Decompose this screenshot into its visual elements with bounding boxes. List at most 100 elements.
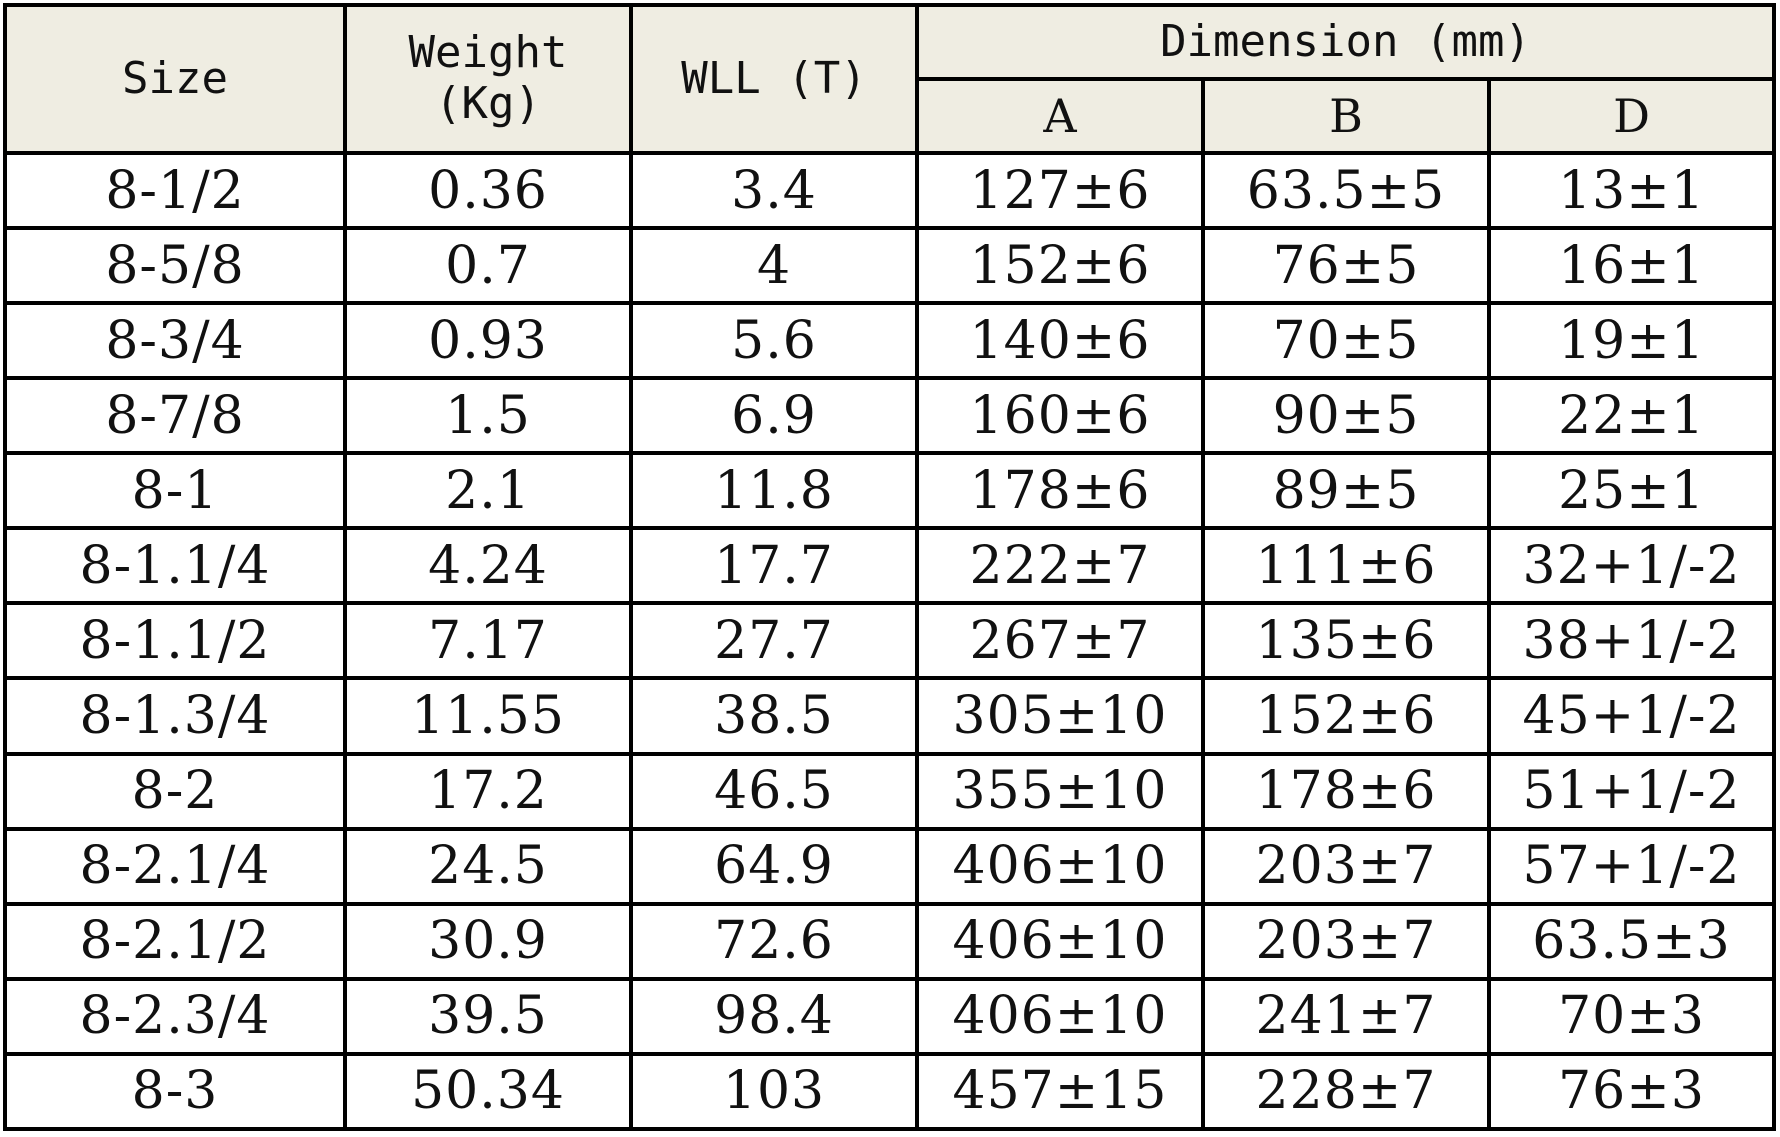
table-row: 8-1.3/4 11.55 38.5 305±10 152±6 45+1/-2 (3, 676, 1777, 756)
cell-wll: 27.7 (629, 601, 919, 681)
cell-b: 178±6 (1201, 751, 1491, 831)
cell-a: 152±6 (915, 226, 1205, 306)
header-dimension: Dimension (mm) (914, 3, 1777, 81)
header-weight: Weight (Kg) (343, 3, 633, 155)
header-weight-label: Weight (408, 27, 568, 79)
table-row: 8-2 17.2 46.5 355±10 178±6 51+1/-2 (3, 751, 1777, 831)
cell-a: 140±6 (915, 301, 1205, 381)
cell-weight: 11.55 (343, 676, 633, 756)
cell-wll: 98.4 (629, 976, 919, 1056)
header-weight-unit: (Kg) (435, 78, 541, 129)
cell-weight: 0.36 (343, 150, 633, 231)
cell-weight: 0.7 (343, 226, 633, 306)
cell-wll: 103 (629, 1051, 919, 1132)
table-row: 8-1.1/4 4.24 17.7 222±7 111±6 32+1/-2 (3, 526, 1777, 606)
cell-d: 19±1 (1486, 301, 1777, 381)
cell-b: 135±6 (1201, 601, 1491, 681)
cell-size: 8-2.1/2 (3, 901, 347, 981)
cell-wll: 11.8 (629, 451, 919, 531)
cell-wll: 3.4 (629, 150, 919, 231)
cell-wll: 4 (629, 226, 919, 306)
table-row: 8-3 50.34 103 457±15 228±7 76±3 (3, 1051, 1777, 1132)
cell-size: 8-3 (3, 1051, 347, 1132)
header-dimension-d: D (1486, 77, 1777, 155)
cell-a: 178±6 (915, 451, 1205, 531)
header-dimension-a: A (915, 77, 1205, 155)
cell-d: 57+1/-2 (1486, 826, 1777, 906)
cell-a: 127±6 (915, 150, 1205, 231)
cell-wll: 46.5 (629, 751, 919, 831)
cell-b: 152±6 (1201, 676, 1491, 756)
cell-d: 51+1/-2 (1486, 751, 1777, 831)
cell-b: 241±7 (1201, 976, 1491, 1056)
table-row: 8-7/8 1.5 6.9 160±6 90±5 22±1 (3, 376, 1777, 456)
header-size: Size (3, 3, 347, 155)
cell-d: 32+1/-2 (1486, 526, 1777, 606)
cell-b: 203±7 (1201, 826, 1491, 906)
cell-b: 203±7 (1201, 901, 1491, 981)
cell-b: 63.5±5 (1201, 150, 1491, 231)
cell-d: 76±3 (1486, 1051, 1777, 1132)
cell-weight: 7.17 (343, 601, 633, 681)
table-body: 8-1/2 0.36 3.4 127±6 63.5±5 13±1 8-5/8 0.7 4 152±… (3, 150, 1777, 1132)
cell-b: 90±5 (1201, 376, 1491, 456)
cell-a: 406±10 (915, 826, 1205, 906)
cell-size: 8-5/8 (3, 226, 347, 306)
cell-size: 8-7/8 (3, 376, 347, 456)
table-header: Size Weight (Kg) WLL (T) Dimension (mm) … (3, 3, 1777, 155)
cell-b: 89±5 (1201, 451, 1491, 531)
cell-d: 22±1 (1486, 376, 1777, 456)
table-row: 8-2.1/2 30.9 72.6 406±10 203±7 63.5±3 (3, 901, 1777, 981)
cell-size: 8-2.1/4 (3, 826, 347, 906)
cell-weight: 50.34 (343, 1051, 633, 1132)
cell-weight: 0.93 (343, 301, 633, 381)
cell-d: 70±3 (1486, 976, 1777, 1056)
header-row-sub: A B D (5, 77, 1777, 155)
cell-size: 8-1.1/4 (3, 526, 347, 606)
cell-size: 8-1.3/4 (3, 676, 347, 756)
table-row: 8-1/2 0.36 3.4 127±6 63.5±5 13±1 (3, 150, 1777, 231)
cell-weight: 24.5 (343, 826, 633, 906)
cell-weight: 1.5 (343, 376, 633, 456)
cell-a: 222±7 (915, 526, 1205, 606)
cell-b: 111±6 (1201, 526, 1491, 606)
cell-a: 457±15 (915, 1051, 1205, 1132)
cell-wll: 5.6 (629, 301, 919, 381)
cell-d: 45+1/-2 (1486, 676, 1777, 756)
cell-size: 8-1 (3, 451, 347, 531)
cell-size: 8-2.3/4 (3, 976, 347, 1056)
table-row: 8-5/8 0.7 4 152±6 76±5 16±1 (3, 226, 1777, 306)
table-row: 8-3/4 0.93 5.6 140±6 70±5 19±1 (3, 301, 1777, 381)
table-row: 8-1 2.1 11.8 178±6 89±5 25±1 (3, 451, 1777, 531)
cell-wll: 72.6 (629, 901, 919, 981)
cell-wll: 17.7 (629, 526, 919, 606)
cell-size: 8-2 (3, 751, 347, 831)
cell-size: 8-3/4 (3, 301, 347, 381)
cell-d: 16±1 (1486, 226, 1777, 306)
cell-size: 8-1/2 (3, 150, 347, 231)
cell-weight: 17.2 (343, 751, 633, 831)
header-dimension-b: B (1201, 77, 1491, 155)
table-row: 8-2.1/4 24.5 64.9 406±10 203±7 57+1/-2 (3, 826, 1777, 906)
header-row-top: Size Weight (Kg) WLL (T) Dimension (mm) (3, 3, 1777, 155)
specification-table: Size Weight (Kg) WLL (T) Dimension (mm) … (3, 3, 1777, 1132)
cell-a: 267±7 (915, 601, 1205, 681)
cell-weight: 39.5 (343, 976, 633, 1056)
table-row: 8-2.3/4 39.5 98.4 406±10 241±7 70±3 (3, 976, 1777, 1056)
cell-d: 63.5±3 (1486, 901, 1777, 981)
cell-size: 8-1.1/2 (3, 601, 347, 681)
cell-a: 160±6 (915, 376, 1205, 456)
cell-wll: 64.9 (629, 826, 919, 906)
cell-d: 38+1/-2 (1486, 601, 1777, 681)
table-row: 8-1.1/2 7.17 27.7 267±7 135±6 38+1/-2 (3, 601, 1777, 681)
cell-d: 13±1 (1486, 150, 1777, 231)
cell-a: 406±10 (915, 901, 1205, 981)
cell-b: 76±5 (1201, 226, 1491, 306)
cell-weight: 2.1 (343, 451, 633, 531)
cell-b: 70±5 (1201, 301, 1491, 381)
cell-wll: 38.5 (629, 676, 919, 756)
header-wll: WLL (T) (629, 3, 919, 155)
cell-d: 25±1 (1486, 451, 1777, 531)
cell-weight: 30.9 (343, 901, 633, 981)
cell-weight: 4.24 (343, 526, 633, 606)
